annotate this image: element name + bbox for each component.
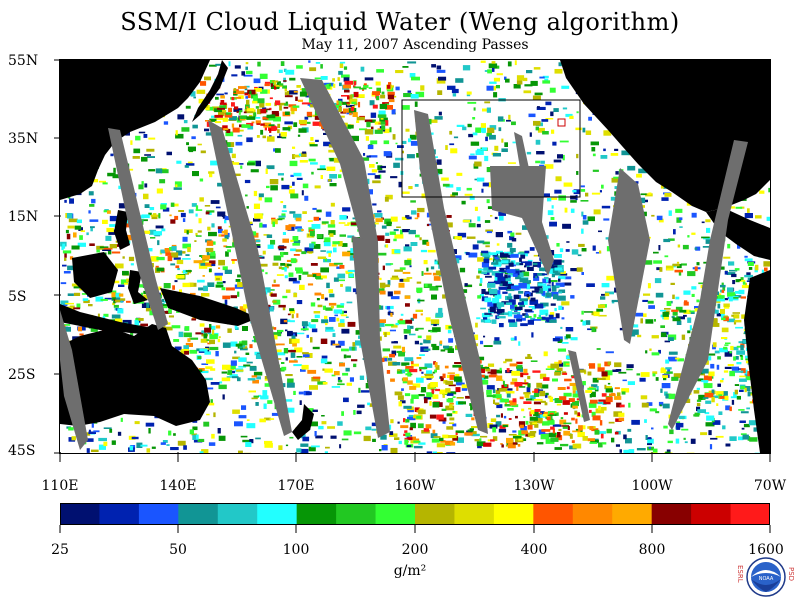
lon-label-140e: 140E <box>159 478 197 494</box>
australia <box>60 324 210 426</box>
lat-label-55n: 55N <box>8 53 39 69</box>
swath-gap-3 <box>208 120 292 436</box>
lat-label-25s: 25S <box>8 367 36 383</box>
lat-label-5s: 5S <box>8 289 27 305</box>
swath-gap-6 <box>414 110 488 434</box>
cloud-water-map <box>59 59 771 454</box>
colorbar-cell <box>415 503 455 525</box>
small-region-box <box>557 118 566 127</box>
lat-label-15n: 15N <box>8 209 39 225</box>
colorbar-label-200: 200 <box>401 542 429 558</box>
swath-gap-9 <box>608 168 650 344</box>
colorbar <box>60 503 770 525</box>
swath-gap-4 <box>300 78 378 252</box>
land-masses <box>60 60 770 453</box>
south-america <box>744 270 770 453</box>
colorbar-label-100: 100 <box>282 542 310 558</box>
colorbar-label-800: 800 <box>638 542 666 558</box>
colorbar-cell <box>454 503 495 525</box>
lon-label-160w: 160W <box>394 478 436 494</box>
sulawesi <box>128 270 148 304</box>
svg-text:NOAA: NOAA <box>759 576 774 582</box>
colorbar-cell <box>691 503 732 525</box>
colorbar-cell <box>375 503 416 525</box>
svg-text:PSD: PSD <box>787 567 795 581</box>
new-zealand <box>292 404 314 440</box>
lon-label-70w: 70W <box>753 478 787 494</box>
swath-gap-10 <box>668 140 748 430</box>
units-label: g/m² <box>393 563 427 579</box>
java-sumatra <box>60 304 152 334</box>
noaa-logo: NOAA ESRL PSD <box>736 557 795 597</box>
lon-label-130w: 130W <box>513 478 555 494</box>
lon-ticks <box>59 452 771 462</box>
new-guinea <box>160 288 258 326</box>
colorbar-cell <box>257 503 298 525</box>
asia-landmass <box>60 60 210 200</box>
lat-label-35n: 35N <box>8 131 39 147</box>
map-subtitle: May 11, 2007 Ascending Passes <box>301 37 529 53</box>
north-america <box>560 60 770 212</box>
colorbar-cell <box>178 503 219 525</box>
colorbar-label-25: 25 <box>51 542 69 558</box>
colorbar-cell <box>296 503 337 525</box>
colorbar-cell <box>730 503 770 525</box>
colorbar-cell <box>493 503 534 525</box>
japan <box>192 60 228 122</box>
colorbar-cell <box>60 503 100 525</box>
philippines <box>114 210 130 250</box>
swath-gap-8 <box>514 132 544 230</box>
colorbar-cell <box>99 503 140 525</box>
map-title: SSM/I Cloud Liquid Water (Weng algorithm… <box>120 8 680 36</box>
swath-gap-5 <box>352 236 390 438</box>
colorbar-cell <box>612 503 653 525</box>
colorbar-cell <box>572 503 613 525</box>
swath-gaps <box>60 78 748 450</box>
swath-gap-1 <box>60 310 88 450</box>
lat-ticks <box>54 59 61 454</box>
colorbar-ticks <box>59 525 771 533</box>
lon-label-110e: 110E <box>41 478 79 494</box>
swath-gap-11 <box>568 350 590 422</box>
region-box <box>401 99 581 198</box>
swath-gap-2 <box>108 128 168 330</box>
colorbar-cell <box>651 503 692 525</box>
colorbar-cell <box>533 503 574 525</box>
swath-gap-7 <box>490 166 554 276</box>
colorbar-cell <box>217 503 258 525</box>
colorbar-cell <box>138 503 179 525</box>
lon-label-100w: 100W <box>631 478 673 494</box>
colorbar-label-50: 50 <box>169 542 187 558</box>
colorbar-label-1600: 1600 <box>748 542 784 558</box>
colorbar-label-400: 400 <box>520 542 548 558</box>
svg-text:ESRL: ESRL <box>736 565 744 583</box>
borneo <box>72 252 118 298</box>
lon-label-170e: 170E <box>277 478 315 494</box>
colorbar-cell <box>336 503 377 525</box>
lat-label-45s: 45S <box>8 443 36 459</box>
